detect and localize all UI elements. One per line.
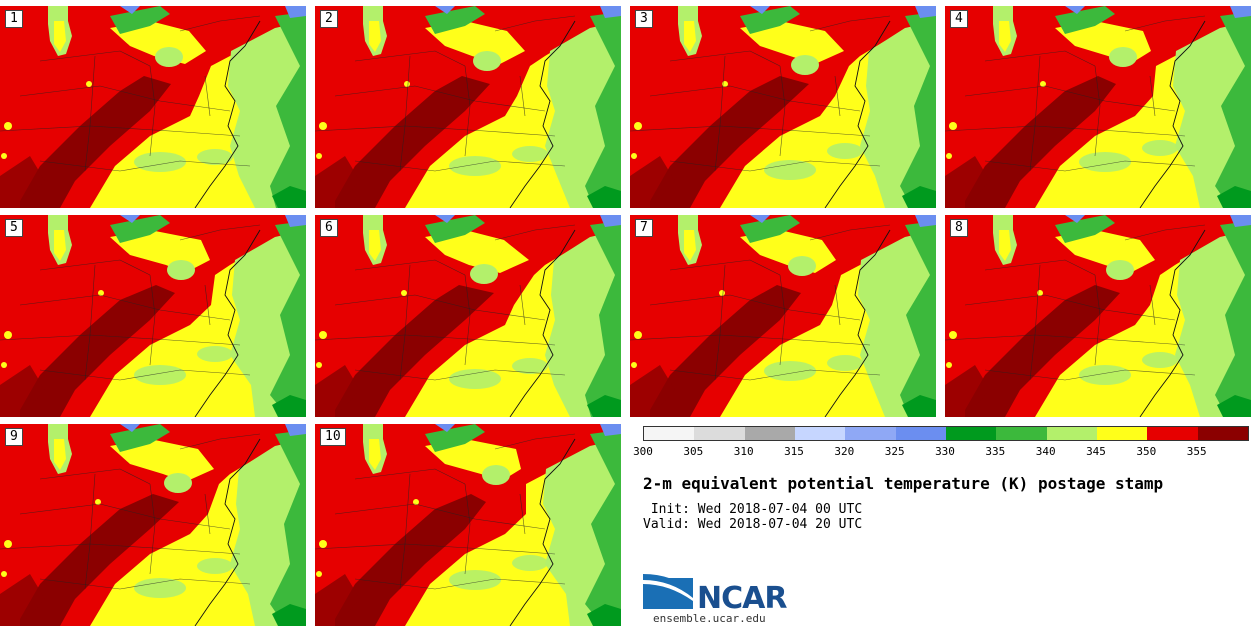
member-label: 1 (5, 10, 23, 28)
member-label: 6 (320, 219, 338, 237)
colorbar-tick-label: 320 (834, 445, 855, 458)
member-label: 4 (950, 10, 968, 28)
member-label: 5 (5, 219, 23, 237)
member-label: 10 (320, 428, 346, 446)
member-label: 2 (320, 10, 338, 28)
colorbar-tick-label: 345 (1086, 445, 1106, 458)
theta-e-map (630, 215, 936, 417)
theta-e-map (315, 6, 621, 208)
theta-e-map (630, 6, 936, 208)
ensemble-member-panel: 3 (630, 6, 936, 208)
colorbar-segment (996, 427, 1047, 440)
ensemble-member-panel: 10 (315, 424, 621, 626)
ensemble-member-panel: 6 (315, 215, 621, 417)
ensemble-member-panel: 1 (0, 6, 306, 208)
colorbar-segment (644, 427, 695, 440)
colorbar-tick-label: 350 (1136, 445, 1157, 458)
member-label: 7 (635, 219, 653, 237)
ensemble-member-panel: 2 (315, 6, 621, 208)
colorbar-segment (845, 427, 896, 440)
ncar-logo-text: NCAR (697, 581, 787, 616)
colorbar-segment (744, 427, 795, 440)
theta-e-map (0, 424, 306, 626)
colorbar-segment (1197, 427, 1248, 440)
colorbar-segment (1096, 427, 1148, 440)
ensemble-member-panel: 4 (945, 6, 1251, 208)
colorbar-segment (794, 427, 846, 440)
colorbar-tick-labels: 300 305 310 315 320 325 330 335 340 345 350 355 (633, 445, 1247, 459)
ensemble-member-panel: 8 (945, 215, 1251, 417)
theta-e-map (0, 6, 306, 208)
theta-e-map (945, 6, 1251, 208)
colorbar-tick-label: 310 (733, 445, 754, 458)
theta-e-map (315, 215, 621, 417)
member-label: 8 (950, 219, 968, 237)
ensemble-member-panel: 7 (630, 215, 936, 417)
member-label: 9 (5, 428, 23, 446)
colorbar-tick-label: 315 (784, 445, 804, 458)
colorbar-tick-label: 330 (935, 445, 955, 458)
colorbar-segment (945, 427, 997, 440)
init-time: Init: Wed 2018-07-04 00 UTC (643, 502, 863, 517)
theta-e-map (945, 215, 1251, 417)
colorbar-segment (1046, 427, 1097, 440)
colorbar-segment (895, 427, 946, 440)
colorbar-tick-label: 355 (1186, 445, 1207, 458)
colorbar-tick-label: 325 (884, 445, 905, 458)
plot-title: 2-m equivalent potential temperature (K)… (643, 474, 1164, 493)
site-url: ensemble.ucar.edu (653, 612, 766, 625)
theta-e-map (0, 215, 306, 417)
colorbar-tick-label: 300 (633, 445, 653, 458)
colorbar (643, 426, 1249, 441)
colorbar-tick-label: 335 (985, 445, 1006, 458)
colorbar-tick-label: 305 (683, 445, 704, 458)
ensemble-member-panel: 5 (0, 215, 306, 417)
colorbar-segment (1147, 427, 1198, 440)
member-label: 3 (635, 10, 653, 28)
theta-e-map (315, 424, 621, 626)
colorbar-segment (694, 427, 745, 440)
ensemble-member-panel: 9 (0, 424, 306, 626)
ncar-logo-icon (643, 574, 693, 609)
valid-time: Valid: Wed 2018-07-04 20 UTC (643, 517, 863, 532)
colorbar-tick-label: 340 (1035, 445, 1056, 458)
